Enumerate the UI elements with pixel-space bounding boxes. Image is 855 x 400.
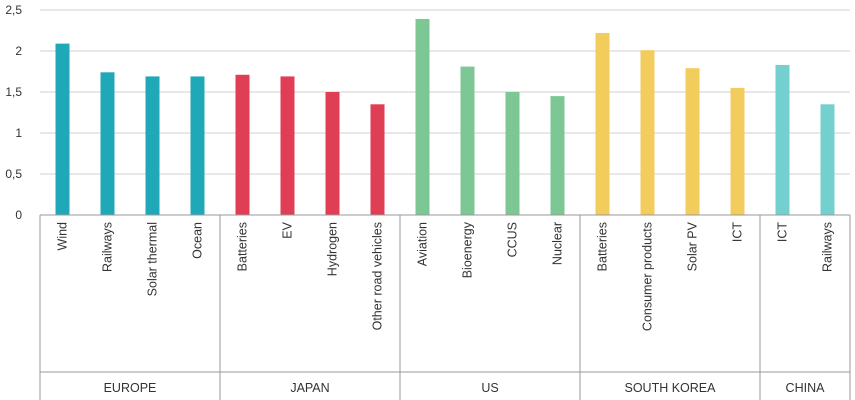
category-label: Batteries [596, 222, 610, 271]
category-label: Solar thermal [146, 222, 160, 296]
category-label: Railways [101, 222, 115, 272]
group-label: EUROPE [104, 381, 157, 395]
bar [640, 50, 655, 216]
bar [730, 87, 745, 215]
bar [550, 96, 565, 215]
y-tick-label: 1,5 [5, 85, 22, 99]
x-axis [39, 214, 851, 400]
y-tick-label: 2 [15, 44, 22, 58]
category-label: EV [281, 221, 295, 238]
category-label: Aviation [416, 222, 430, 266]
y-tick-label: 2,5 [5, 3, 22, 17]
bar [775, 64, 790, 215]
category-label: Ocean [191, 222, 205, 259]
bar [325, 92, 340, 215]
bar [55, 43, 70, 216]
bar [370, 104, 385, 215]
category-label: Consumer products [641, 222, 655, 331]
category-label: CCUS [506, 222, 520, 257]
category-label: Bioenergy [461, 221, 475, 278]
bar [280, 76, 295, 215]
category-label: ICT [776, 222, 790, 243]
category-label: Batteries [236, 222, 250, 271]
category-label: Solar PV [686, 221, 700, 271]
category-label: Railways [821, 222, 835, 272]
bar [460, 66, 475, 215]
group-label: CHINA [786, 381, 826, 395]
bar [505, 92, 520, 215]
bar [415, 19, 430, 215]
group-labels: EUROPE JAPAN US SOUTH KOREA CHINA [104, 381, 825, 395]
category-label: Other road vehicles [371, 222, 385, 330]
bar [820, 104, 835, 215]
bar [685, 68, 700, 215]
bar [235, 74, 250, 215]
bar [595, 32, 610, 216]
bar [145, 76, 160, 215]
y-axis-ticks: 0 0,5 1 1,5 2 2,5 [5, 3, 22, 222]
bar [100, 72, 115, 215]
category-label: Wind [56, 222, 70, 251]
y-tick-label: 0 [15, 208, 22, 222]
bar [190, 76, 205, 215]
category-labels: Wind Railways Solar thermal Ocean Batteries E… [56, 221, 835, 331]
group-label: US [481, 381, 498, 395]
y-tick-label: 0,5 [5, 167, 22, 181]
y-tick-label: 1 [15, 126, 22, 140]
bars [55, 19, 835, 216]
category-label: Hydrogen [326, 222, 340, 276]
gridlines [40, 9, 850, 175]
group-label: SOUTH KOREA [625, 381, 717, 395]
group-label: JAPAN [290, 381, 329, 395]
category-label: Nuclear [551, 222, 565, 265]
category-label: ICT [731, 222, 745, 243]
